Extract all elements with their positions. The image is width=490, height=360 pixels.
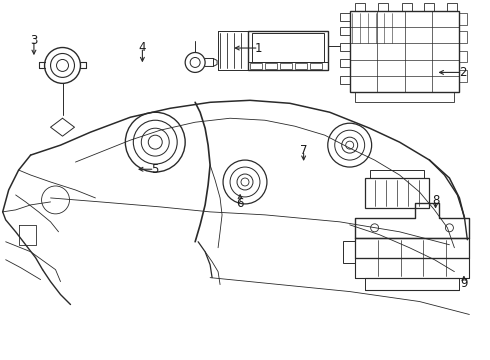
Bar: [401, 3, 412, 11]
Bar: [447, 3, 457, 11]
Bar: [310, 63, 322, 69]
Bar: [252, 32, 324, 62]
Text: 4: 4: [139, 41, 146, 54]
Bar: [340, 59, 350, 67]
Text: 1: 1: [255, 41, 263, 54]
Text: 9: 9: [460, 277, 467, 290]
Bar: [355, 3, 365, 11]
Bar: [460, 71, 467, 82]
Bar: [340, 42, 350, 50]
Bar: [460, 50, 467, 62]
Bar: [355, 92, 454, 102]
Bar: [343, 241, 355, 263]
Bar: [424, 3, 435, 11]
Bar: [365, 178, 429, 208]
Bar: [460, 31, 467, 42]
Bar: [250, 63, 262, 69]
Bar: [460, 13, 467, 24]
Text: 3: 3: [30, 33, 38, 47]
Bar: [350, 11, 460, 92]
Bar: [248, 31, 328, 71]
Text: 8: 8: [432, 194, 439, 207]
Text: 7: 7: [300, 144, 307, 157]
Bar: [265, 63, 277, 69]
Text: 6: 6: [236, 197, 244, 210]
Text: 5: 5: [151, 163, 158, 176]
Bar: [340, 27, 350, 35]
Bar: [248, 62, 328, 71]
Bar: [340, 13, 350, 21]
Bar: [378, 3, 388, 11]
Bar: [369, 170, 424, 178]
Bar: [340, 76, 350, 84]
Text: 2: 2: [459, 66, 466, 79]
Bar: [295, 63, 307, 69]
Bar: [280, 63, 292, 69]
